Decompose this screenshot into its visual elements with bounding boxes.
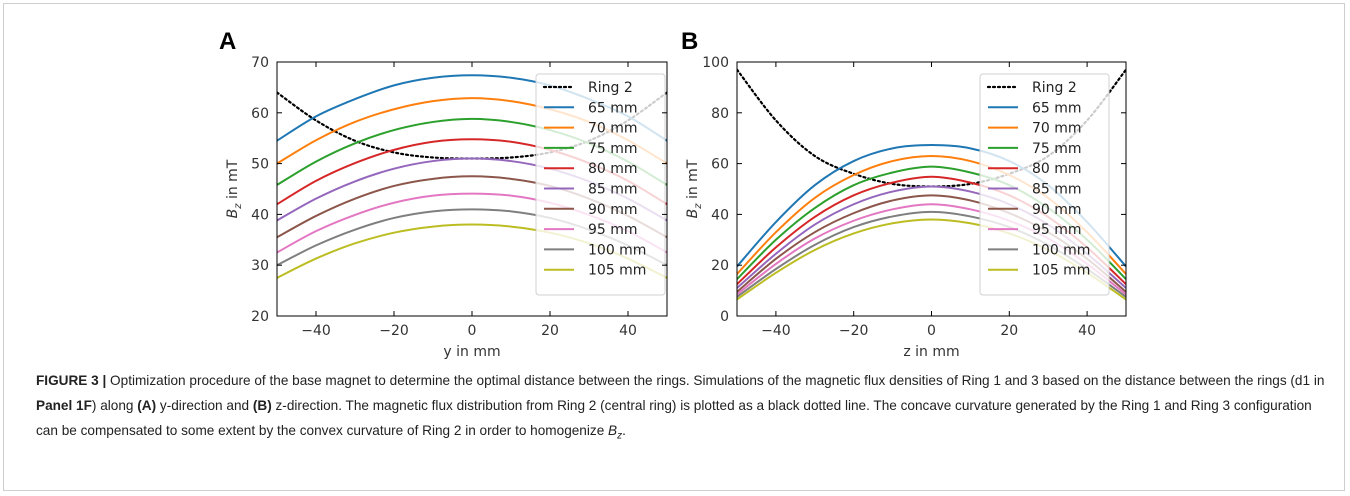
legend-label-100-mm: 100 mm [1032, 242, 1090, 258]
panel-label-b: B [681, 28, 699, 55]
legend-label-85-mm: 85 mm [1032, 182, 1082, 198]
caption-a-ref: (A) [137, 398, 157, 413]
caption-bz-symbol: Bz [608, 423, 623, 442]
x-axis-label: z in mm [903, 344, 959, 360]
legend-label-70-mm: 70 mm [588, 121, 638, 137]
panel-label-a: A [219, 28, 237, 55]
caption-label: FIGURE 3 | [36, 373, 107, 388]
y-tick-label: 100 [702, 55, 729, 71]
legend-label-75-mm: 75 mm [1032, 141, 1082, 157]
legend-label-105-mm: 105 mm [588, 263, 646, 279]
legend-label-75-mm: 75 mm [588, 141, 638, 157]
x-tick-label: 40 [619, 323, 637, 339]
legend-label-85-mm: 85 mm [588, 182, 638, 198]
caption-b-ref: (B) [252, 398, 272, 413]
y-axis-label: Bz in mT [225, 159, 244, 218]
x-tick-label: 0 [927, 323, 936, 339]
figure-frame [3, 3, 1345, 491]
y-tick-label: 80 [711, 106, 729, 122]
legend-label-80-mm: 80 mm [588, 161, 638, 177]
y-tick-label: 0 [720, 309, 729, 325]
legend-label-95-mm: 95 mm [1032, 222, 1082, 238]
legend-label-ring-2: Ring 2 [1032, 80, 1077, 96]
caption-text-2: ) along [91, 398, 138, 413]
legend-label-95-mm: 95 mm [588, 222, 638, 238]
y-tick-label: 20 [251, 309, 269, 325]
x-tick-label: −20 [379, 323, 409, 339]
legend-label-65-mm: 65 mm [1032, 100, 1082, 116]
y-tick-label: 50 [251, 157, 269, 173]
x-tick-label: 0 [468, 323, 477, 339]
legend-label-65-mm: 65 mm [588, 100, 638, 116]
legend-label-90-mm: 90 mm [588, 202, 638, 218]
legend-label-100-mm: 100 mm [588, 242, 646, 258]
y-tick-label: 30 [251, 258, 269, 274]
legend-a: Ring 2 65 mm 70 mm 75 mm 80 mm 85 mm 90 mm 95 m… [535, 73, 666, 296]
y-tick-label: 40 [251, 207, 269, 223]
figure-caption: FIGURE 3 | Optimization procedure of the… [36, 368, 1326, 449]
legend-label-ring-2: Ring 2 [588, 80, 633, 96]
x-tick-label: 20 [541, 323, 559, 339]
y-tick-label: 60 [711, 157, 729, 173]
caption-panel-ref: Panel 1F [36, 398, 92, 413]
x-tick-label: −40 [301, 323, 331, 339]
y-tick-label: 60 [251, 106, 269, 122]
caption-text-1: Optimization procedure of the base magne… [106, 373, 1325, 388]
legend-label-105-mm: 105 mm [1032, 263, 1090, 279]
y-tick-label: 20 [711, 258, 729, 274]
y-tick-label: 40 [711, 207, 729, 223]
x-tick-label: 40 [1078, 323, 1096, 339]
x-axis-label: y in mm [443, 344, 500, 360]
legend-box [535, 73, 666, 296]
y-axis-label: Bz in mT [685, 159, 704, 218]
legend-label-70-mm: 70 mm [1032, 121, 1082, 137]
caption-text-4: z-direction. The magnetic flux distribut… [36, 398, 1312, 438]
caption-end: . [622, 423, 626, 438]
x-tick-label: −20 [839, 323, 869, 339]
x-tick-label: 20 [1000, 323, 1018, 339]
y-tick-label: 70 [251, 55, 269, 71]
legend-b: Ring 2 65 mm 70 mm 75 mm 80 mm 85 mm 90 mm 95 m… [979, 73, 1110, 296]
legend-label-90-mm: 90 mm [1032, 202, 1082, 218]
legend-label-80-mm: 80 mm [1032, 161, 1082, 177]
legend-box [979, 73, 1110, 296]
x-tick-label: −40 [761, 323, 791, 339]
caption-text-3: y-direction and [156, 398, 253, 413]
